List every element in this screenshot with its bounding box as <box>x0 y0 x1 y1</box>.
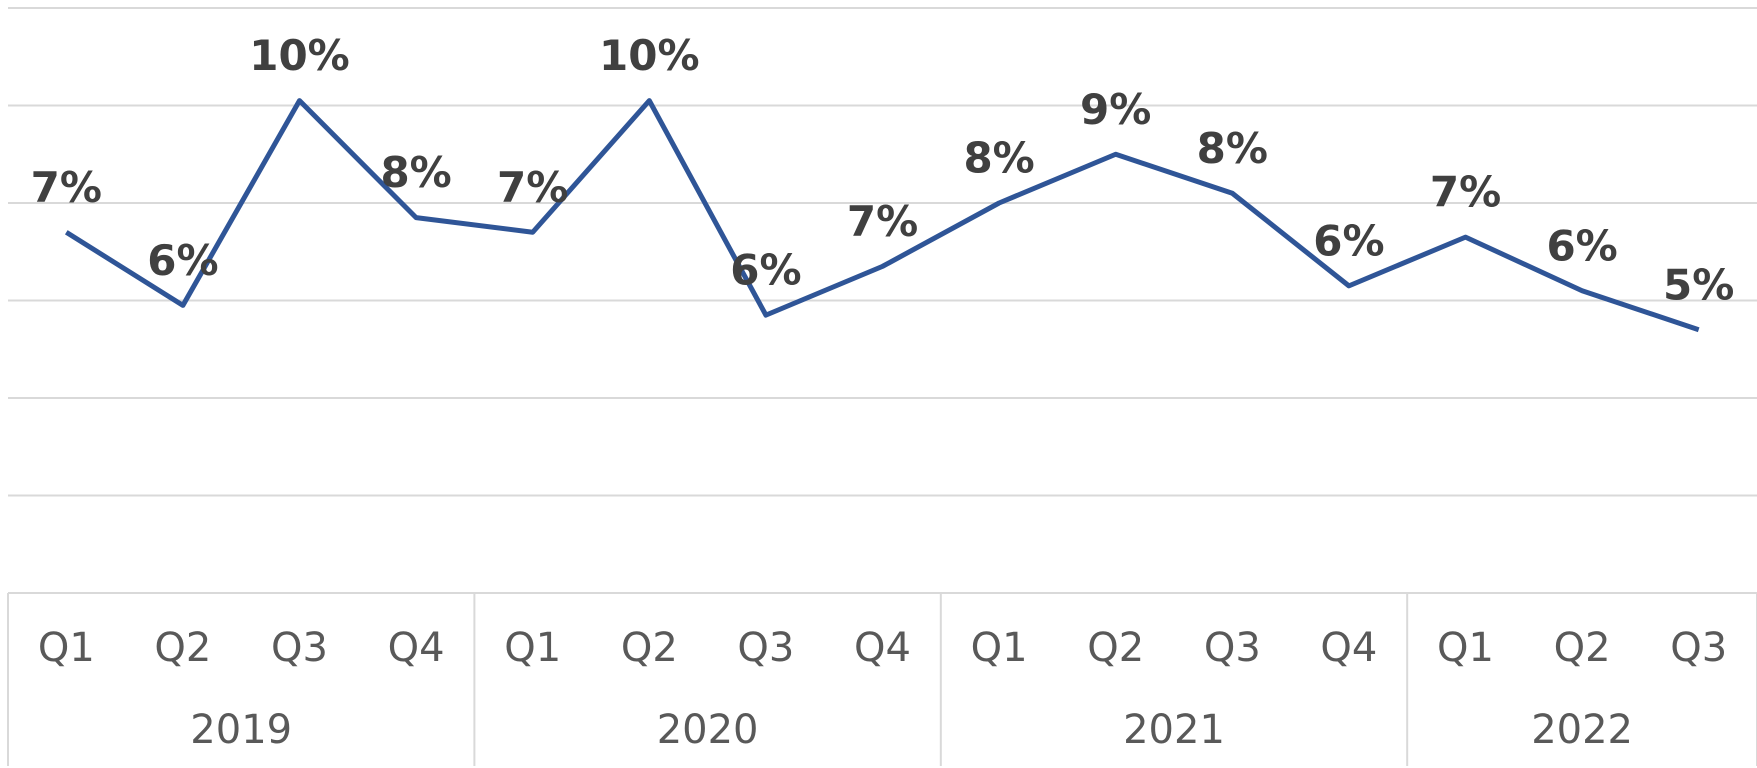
x-tick-label: Q2 <box>154 625 211 671</box>
data-label: 10% <box>249 31 350 80</box>
x-tick-label: Q3 <box>737 625 794 671</box>
data-label: 7% <box>31 163 102 212</box>
data-label: 9% <box>1080 85 1151 134</box>
data-label: 6% <box>1546 221 1617 270</box>
x-tick-label: Q1 <box>38 625 95 671</box>
x-tick-label: Q4 <box>388 625 445 671</box>
data-label: 6% <box>730 246 801 295</box>
data-label: 5% <box>1663 260 1734 309</box>
x-tick-label: Q4 <box>854 625 911 671</box>
x-tick-label: Q1 <box>971 625 1028 671</box>
group-label: 2019 <box>190 707 292 753</box>
group-label: 2021 <box>1123 707 1225 753</box>
group-label: 2020 <box>657 707 759 753</box>
group-label: 2022 <box>1531 707 1633 753</box>
x-tick-label: Q2 <box>1087 625 1144 671</box>
data-label: 8% <box>1197 124 1268 173</box>
data-label: 10% <box>599 31 700 80</box>
x-tick-label: Q1 <box>1437 625 1494 671</box>
x-tick-label: Q2 <box>621 625 678 671</box>
x-tick-label: Q3 <box>271 625 328 671</box>
x-tick-label: Q3 <box>1670 625 1727 671</box>
x-tick-label: Q2 <box>1554 625 1611 671</box>
x-tick-label: Q1 <box>504 625 561 671</box>
series-line <box>64 98 1700 333</box>
data-label: 6% <box>147 236 218 285</box>
x-tick-label: Q3 <box>1204 625 1261 671</box>
data-label: 7% <box>847 197 918 246</box>
data-label: 8% <box>380 148 451 197</box>
data-label: 6% <box>1313 216 1384 265</box>
data-label: 8% <box>963 134 1034 183</box>
x-tick-label: Q4 <box>1320 625 1377 671</box>
data-label: 7% <box>1430 168 1501 217</box>
data-label: 7% <box>497 163 568 212</box>
